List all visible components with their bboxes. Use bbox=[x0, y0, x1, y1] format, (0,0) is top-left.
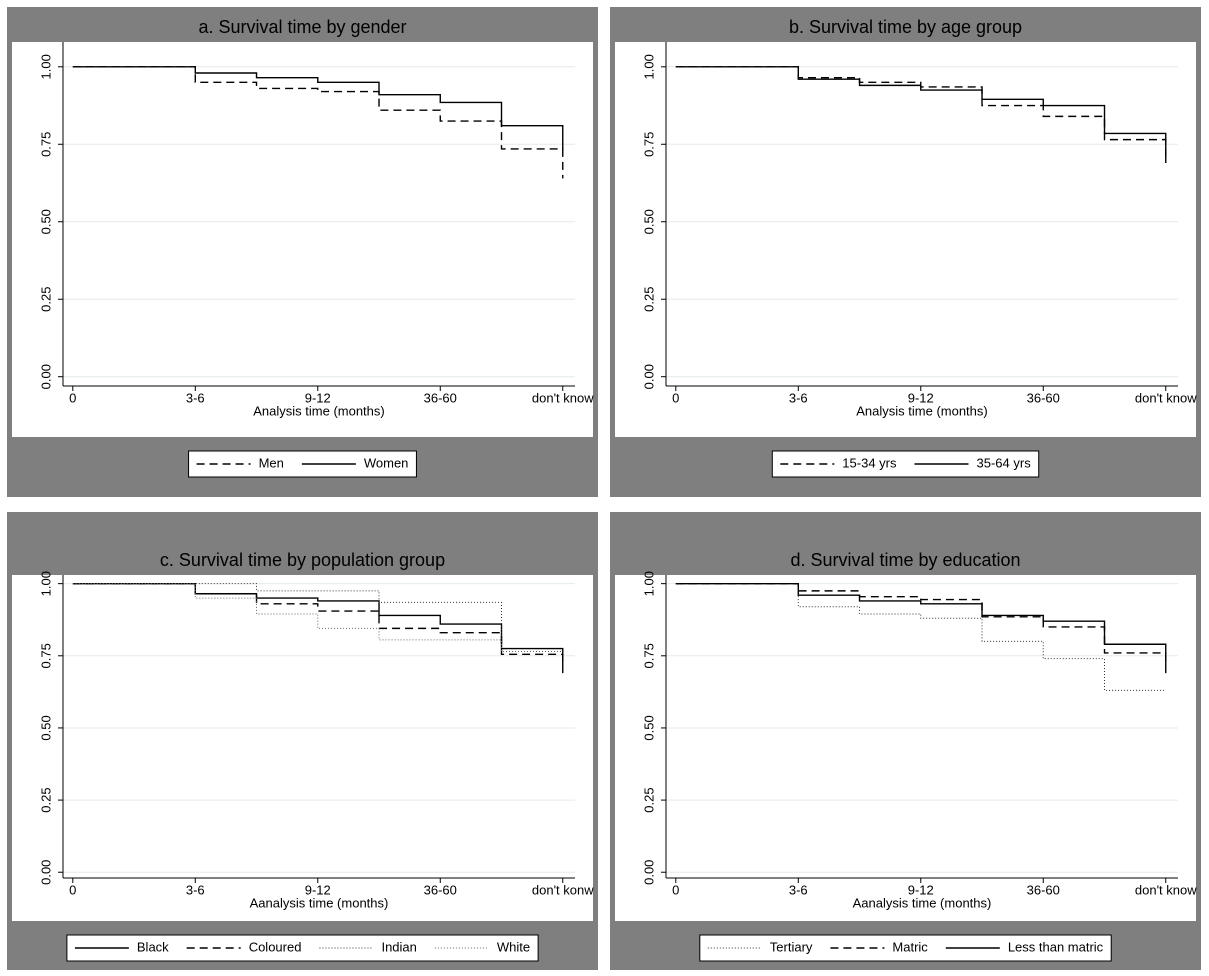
legend-label: Coloured bbox=[249, 939, 302, 954]
y-tick-label: 0.25 bbox=[38, 787, 53, 812]
x-tick-label: don't know bbox=[1135, 390, 1197, 405]
y-tick-label: 1.00 bbox=[38, 571, 53, 596]
legend-label: Women bbox=[364, 455, 409, 470]
x-tick-label: 0 bbox=[69, 390, 76, 405]
x-tick-label: 9-12 bbox=[908, 882, 934, 897]
legend-label: White bbox=[497, 939, 530, 954]
y-tick-label: 1.00 bbox=[641, 571, 656, 596]
x-tick-label: 36-60 bbox=[1027, 882, 1060, 897]
y-tick-label: 0.00 bbox=[641, 860, 656, 885]
legend: Black Coloured Indian White bbox=[66, 934, 539, 962]
y-tick-label: 0.75 bbox=[38, 643, 53, 668]
x-tick-label: don't konw bbox=[532, 882, 594, 897]
x-tick-label: 3-6 bbox=[186, 882, 205, 897]
legend-label: Less than matric bbox=[1008, 939, 1104, 954]
y-tick-label: 0.00 bbox=[38, 364, 53, 389]
y-tick-label: 0.75 bbox=[641, 132, 656, 157]
chart-title: a. Survival time by gender bbox=[198, 17, 406, 37]
legend: Men Women bbox=[188, 450, 417, 478]
chart-title: c. Survival time by population group bbox=[160, 550, 445, 570]
x-tick-label: 0 bbox=[672, 390, 679, 405]
chart-title: d. Survival time by education bbox=[790, 550, 1020, 570]
x-tick-label: 0 bbox=[69, 882, 76, 897]
y-tick-label: 0.25 bbox=[38, 287, 53, 312]
x-tick-label: 36-60 bbox=[424, 882, 457, 897]
legend-label: Indian bbox=[381, 939, 416, 954]
y-tick-label: 0.25 bbox=[641, 787, 656, 812]
x-tick-label: don't know bbox=[532, 390, 594, 405]
survival-line bbox=[675, 582, 1167, 665]
x-axis-title: Aanalysis time (months) bbox=[250, 895, 389, 910]
plot-background bbox=[615, 42, 1196, 437]
survival-line bbox=[675, 582, 1167, 674]
plot-background bbox=[12, 42, 593, 437]
y-tick-label: 0.75 bbox=[38, 132, 53, 157]
y-tick-label: 0.75 bbox=[641, 643, 656, 668]
y-tick-label: 0.00 bbox=[641, 364, 656, 389]
x-tick-label: 36-60 bbox=[424, 390, 457, 405]
x-tick-label: 0 bbox=[672, 882, 679, 897]
x-tick-label: 9-12 bbox=[305, 390, 331, 405]
legend-label: Tertiary bbox=[770, 939, 813, 954]
x-tick-label: 36-60 bbox=[1027, 390, 1060, 405]
x-tick-label: 3-6 bbox=[789, 882, 808, 897]
y-tick-label: 1.00 bbox=[641, 54, 656, 79]
legend-label: Black bbox=[137, 939, 169, 954]
chart-title: b. Survival time by age group bbox=[789, 17, 1022, 37]
legend-box bbox=[699, 934, 1112, 962]
x-axis-title: Analysis time (months) bbox=[253, 403, 384, 418]
y-tick-label: 0.50 bbox=[641, 209, 656, 234]
x-tick-label: don't know bbox=[1135, 882, 1197, 897]
legend-label: 15-34 yrs bbox=[842, 455, 897, 470]
x-tick-label: 9-12 bbox=[305, 882, 331, 897]
y-tick-label: 0.50 bbox=[38, 715, 53, 740]
legend-label: 35-64 yrs bbox=[977, 455, 1032, 470]
survival-line bbox=[675, 66, 1167, 163]
x-tick-label: 9-12 bbox=[908, 390, 934, 405]
y-tick-label: 0.50 bbox=[641, 715, 656, 740]
x-axis-title: Aanalysis time (months) bbox=[853, 895, 992, 910]
survival-line bbox=[72, 66, 564, 151]
plot-background bbox=[12, 575, 593, 921]
y-tick-label: 0.00 bbox=[38, 860, 53, 885]
plot-background bbox=[615, 575, 1196, 921]
legend-label: Men bbox=[259, 455, 284, 470]
y-tick-label: 1.00 bbox=[38, 54, 53, 79]
legend-label: Matric bbox=[892, 939, 928, 954]
y-tick-label: 0.50 bbox=[38, 209, 53, 234]
x-tick-label: 3-6 bbox=[789, 390, 808, 405]
legend: Tertiary Matric Less than matric bbox=[699, 934, 1112, 962]
x-axis-title: Analysis time (months) bbox=[856, 403, 987, 418]
survival-line bbox=[675, 66, 1167, 163]
x-tick-label: 3-6 bbox=[186, 390, 205, 405]
legend-box bbox=[771, 450, 1040, 478]
y-tick-label: 0.25 bbox=[641, 287, 656, 312]
legend: 15-34 yrs 35-64 yrs bbox=[771, 450, 1040, 478]
